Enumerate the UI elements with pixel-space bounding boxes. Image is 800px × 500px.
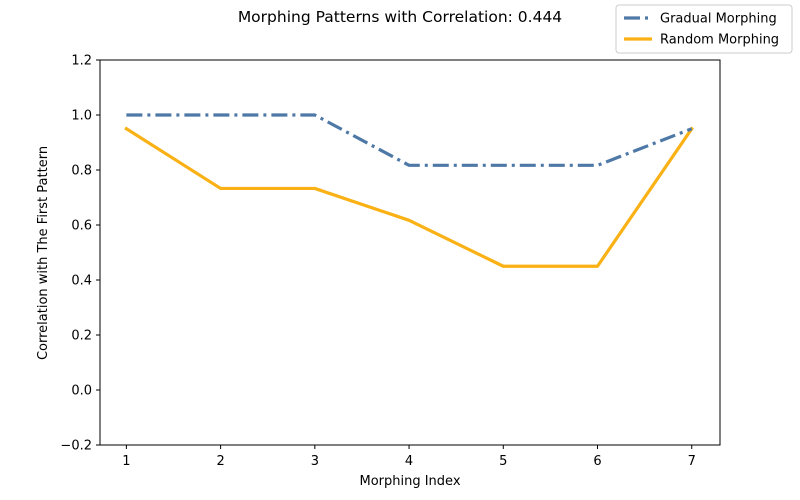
y-tick-label: 0.0 bbox=[71, 384, 92, 399]
plot-frame bbox=[99, 59, 721, 446]
x-tick-label: 5 bbox=[499, 454, 507, 469]
y-tick-label: 1.0 bbox=[71, 109, 92, 124]
legend: Gradual Morphing Random Morphing bbox=[615, 4, 793, 54]
legend-label: Random Morphing bbox=[660, 33, 779, 48]
y-tick-label: 0.6 bbox=[71, 219, 92, 234]
series-lines bbox=[124, 113, 694, 268]
x-tick-label: 3 bbox=[311, 454, 319, 469]
y-tick-label: 1.2 bbox=[71, 54, 92, 69]
x-tick-label: 7 bbox=[688, 454, 696, 469]
y-axis-label: Correlation with The First Pattern bbox=[36, 146, 51, 360]
x-tick-label: 2 bbox=[216, 454, 224, 469]
x-tick-label: 1 bbox=[122, 454, 130, 469]
y-tick-label: 0.4 bbox=[71, 274, 92, 289]
y-axis: −0.2 0.0 0.2 0.4 0.6 0.8 1.0 1.2 bbox=[60, 54, 100, 454]
y-tick-label: 0.8 bbox=[71, 164, 92, 179]
y-tick-label: −0.2 bbox=[60, 439, 92, 454]
x-axis-label: Morphing Index bbox=[359, 474, 460, 489]
series-line-random-morphing bbox=[124, 126, 694, 268]
y-tick-label: 0.2 bbox=[71, 329, 92, 344]
chart-title: Morphing Patterns with Correlation: 0.44… bbox=[238, 8, 562, 26]
legend-label: Gradual Morphing bbox=[660, 12, 777, 27]
x-tick-label: 4 bbox=[405, 454, 413, 469]
x-tick-label: 6 bbox=[593, 454, 601, 469]
x-axis: 1 2 3 4 5 6 7 bbox=[122, 445, 696, 469]
legend-box bbox=[615, 4, 793, 54]
series-line-gradual-morphing bbox=[126, 113, 693, 167]
